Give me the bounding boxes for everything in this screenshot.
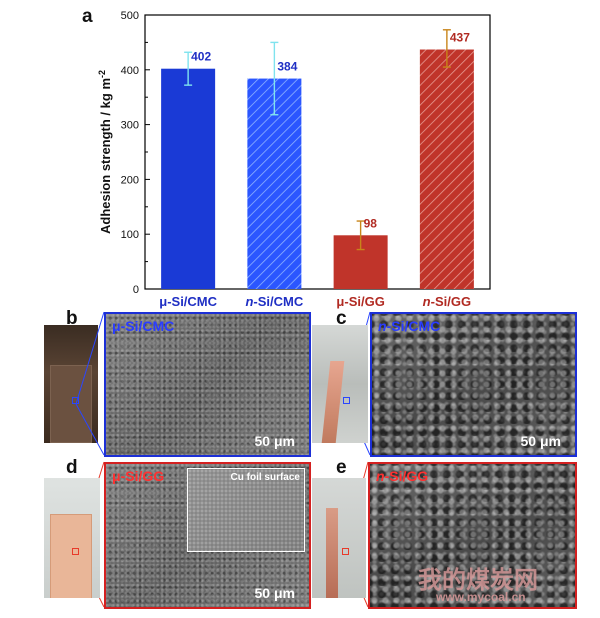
x-tick-label: μ-Si/CMC (159, 294, 217, 309)
sem-label-d: μ-Si/GG (112, 468, 165, 484)
panel-label-d: d (66, 457, 78, 478)
panel-label-c: c (336, 308, 347, 329)
panel-label-a: a (82, 6, 93, 27)
sem-label-b: μ-Si/CMC (112, 318, 175, 334)
watermark-title: 我的煤炭网 (418, 567, 538, 594)
sem-label-c: n-Si/CMC (378, 318, 441, 334)
electrode-photo-c (312, 325, 368, 443)
y-tick-label: 100 (121, 229, 139, 241)
scale-bar-c: 50 μm (520, 433, 561, 449)
sem-image-e: n-Si/GG (368, 462, 577, 609)
electrode-photo-e (312, 478, 366, 598)
inset-label: Cu foil surface (230, 472, 300, 483)
watermark-url: www.mycoal.cn (436, 590, 526, 604)
y-tick-label: 500 (121, 10, 139, 22)
data-label: 384 (277, 60, 297, 74)
sem-image-d: μ-Si/GG Cu foil surface 50 μm (104, 462, 311, 609)
data-label: 437 (450, 31, 470, 45)
y-axis-label: Adhesion strength / kg m-2 (97, 70, 113, 234)
bar-μ-Si/CMC (161, 68, 216, 289)
bar-chart: 0 100 200 300 400 500 Adhesion strength / kg m… (97, 10, 491, 309)
electrode-photo-b (44, 325, 98, 443)
x-tick-label: n-Si/GG (423, 294, 471, 309)
sem-image-b: μ-Si/CMC 50 μm (104, 312, 311, 457)
data-label: 402 (191, 50, 211, 64)
y-tick-label: 0 (133, 284, 139, 296)
data-label: 98 (364, 216, 378, 230)
bar-n-Si/GG (419, 49, 474, 289)
x-tick-label: n-Si/CMC (245, 294, 303, 309)
sem-label-e: n-Si/GG (376, 468, 429, 484)
scale-bar-b: 50 μm (254, 433, 295, 449)
y-tick-label: 200 (121, 174, 139, 186)
electrode-photo-d (44, 478, 100, 598)
sem-image-c: n-Si/CMC 50 μm (370, 312, 577, 457)
scale-bar-d: 50 μm (254, 585, 295, 601)
panel-label-e: e (336, 457, 347, 478)
y-tick-label: 300 (121, 120, 139, 132)
inset-cu-foil: Cu foil surface (187, 468, 305, 552)
y-tick-label: 400 (121, 65, 139, 77)
x-tick-label: μ-Si/GG (336, 294, 384, 309)
panel-label-b: b (66, 308, 78, 329)
